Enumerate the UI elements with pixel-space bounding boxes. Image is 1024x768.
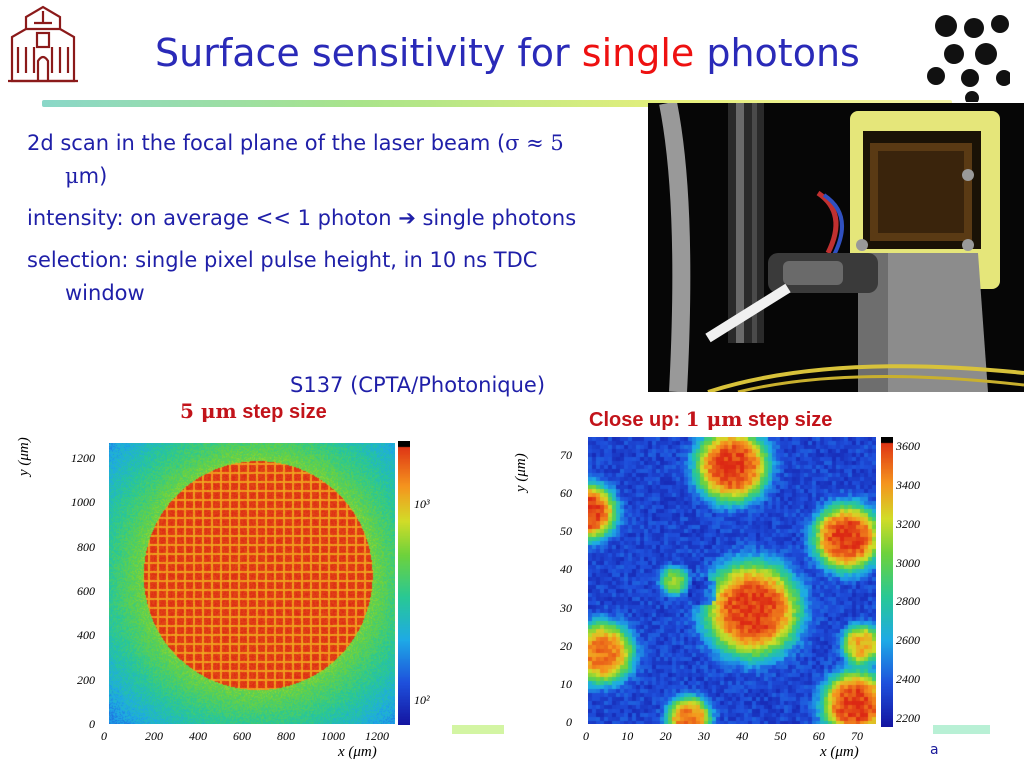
left-x-tick-4: 800 [277,729,295,743]
left-cbar-label-high: 10³ [414,497,430,511]
bullet-selection-text: selection: single pixel pulse height, in… [27,248,538,305]
right-caption-pre: Close up: [589,409,686,431]
left-y-tick-6: 0 [89,717,95,731]
bullet-scan-tail: m) [78,164,108,188]
left-x-axis-title: x (μm) [338,744,377,760]
right-y-axis-title: y (μm) [513,453,529,492]
right-y-tick-3: 40 [560,562,572,577]
right-x-tick-7: 70 [851,729,863,743]
left-x-tick-1: 200 [145,729,163,743]
footer-fragment: a [930,742,939,758]
title-part-2: photons [694,31,860,75]
right-cbar-label-2: 3200 [896,516,920,531]
left-y-axis-title: y (μm) [16,437,32,476]
title-highlight: single [581,31,695,75]
left-y-tick-1: 1000 [71,495,95,510]
bullet-scan-text: 2d scan in the focal plane of the laser … [27,131,506,155]
right-cbar-label-0: 3600 [896,439,920,453]
right-x-tick-1: 10 [621,729,634,743]
bullet-scan: 2d scan in the focal plane of the laser … [27,127,607,193]
bullet-intensity-tail: single photons [415,206,577,230]
left-cbar-label-low: 10² [414,693,430,707]
right-y-tick-6: 10 [560,676,572,691]
photo-caption: S137 (CPTA/Photonique) [290,373,546,397]
left-caption-post: step size [236,401,327,423]
right-y-tick-7: 0 [566,715,572,729]
right-x-tick-5: 50 [774,729,787,743]
setup-photo [648,103,1024,392]
right-colorbar [881,437,893,727]
left-y-tick-5: 200 [77,672,95,687]
right-x-axis-title: x (μm) [820,744,859,760]
left-x-tick-3: 600 [233,729,251,743]
right-cbar-label-7: 2200 [896,711,920,725]
dots-logo [927,15,1010,102]
right-x-tick-3: 30 [697,729,710,743]
right-caption-unit: μm [706,407,743,431]
left-heatmap-canvas [109,443,395,724]
right-plot-caption: Close up: 1 μm step size [589,407,832,432]
left-caption-unit: μm [200,399,237,423]
left-x-tick-6: 1200 [365,729,389,743]
title-part-1: Surface sensitivity for [155,31,582,75]
right-y-tick-1: 60 [560,486,572,501]
sigma-symbol: σ ≈ 5 μ [65,131,564,188]
decorative-strip-left [452,725,504,734]
right-y-tick-4: 30 [560,600,572,615]
right-y-tick-5: 20 [560,638,572,653]
arrow-right-icon: ➔ [398,206,416,230]
right-cbar-label-1: 3400 [896,477,920,492]
right-cbar-label-3: 3000 [896,555,920,570]
right-x-tick-6: 60 [812,729,825,743]
right-y-tick-0: 70 [560,448,572,462]
right-caption-post: step size [742,409,833,431]
right-cbar-label-5: 2600 [896,633,920,648]
right-heatmap-canvas [588,437,876,724]
left-colorbar [398,441,410,725]
decorative-strip-right [933,725,990,734]
right-caption-num: 1 [685,407,707,431]
left-x-tick-0: 0 [101,729,107,743]
university-building-logo [4,3,82,87]
left-y-tick-3: 600 [77,584,95,598]
right-y-tick-2: 50 [560,524,572,539]
left-x-tick-5: 1000 [321,729,345,743]
left-y-tick-2: 800 [77,539,95,554]
left-y-tick-4: 400 [77,628,95,643]
left-x-tick-2: 400 [189,729,207,743]
left-caption-pre: 5 [180,399,201,423]
title-underline-divider [42,100,952,107]
right-x-tick-0: 0 [583,729,589,743]
bullet-selection: selection: single pixel pulse height, in… [27,244,607,310]
left-plot-caption: 5 μm step size [180,399,327,424]
left-y-tick-0: 1200 [71,451,95,465]
bullet-intensity-text: intensity: on average << 1 photon [27,206,399,230]
right-cbar-label-6: 2400 [896,672,920,687]
right-cbar-label-4: 2800 [896,594,920,609]
right-x-tick-4: 40 [736,729,749,743]
slide-title: Surface sensitivity for single photons [155,30,915,76]
right-x-tick-2: 20 [659,729,672,743]
bullet-list: 2d scan in the focal plane of the laser … [27,127,607,319]
bullet-intensity: intensity: on average << 1 photon ➔ sing… [27,202,607,235]
